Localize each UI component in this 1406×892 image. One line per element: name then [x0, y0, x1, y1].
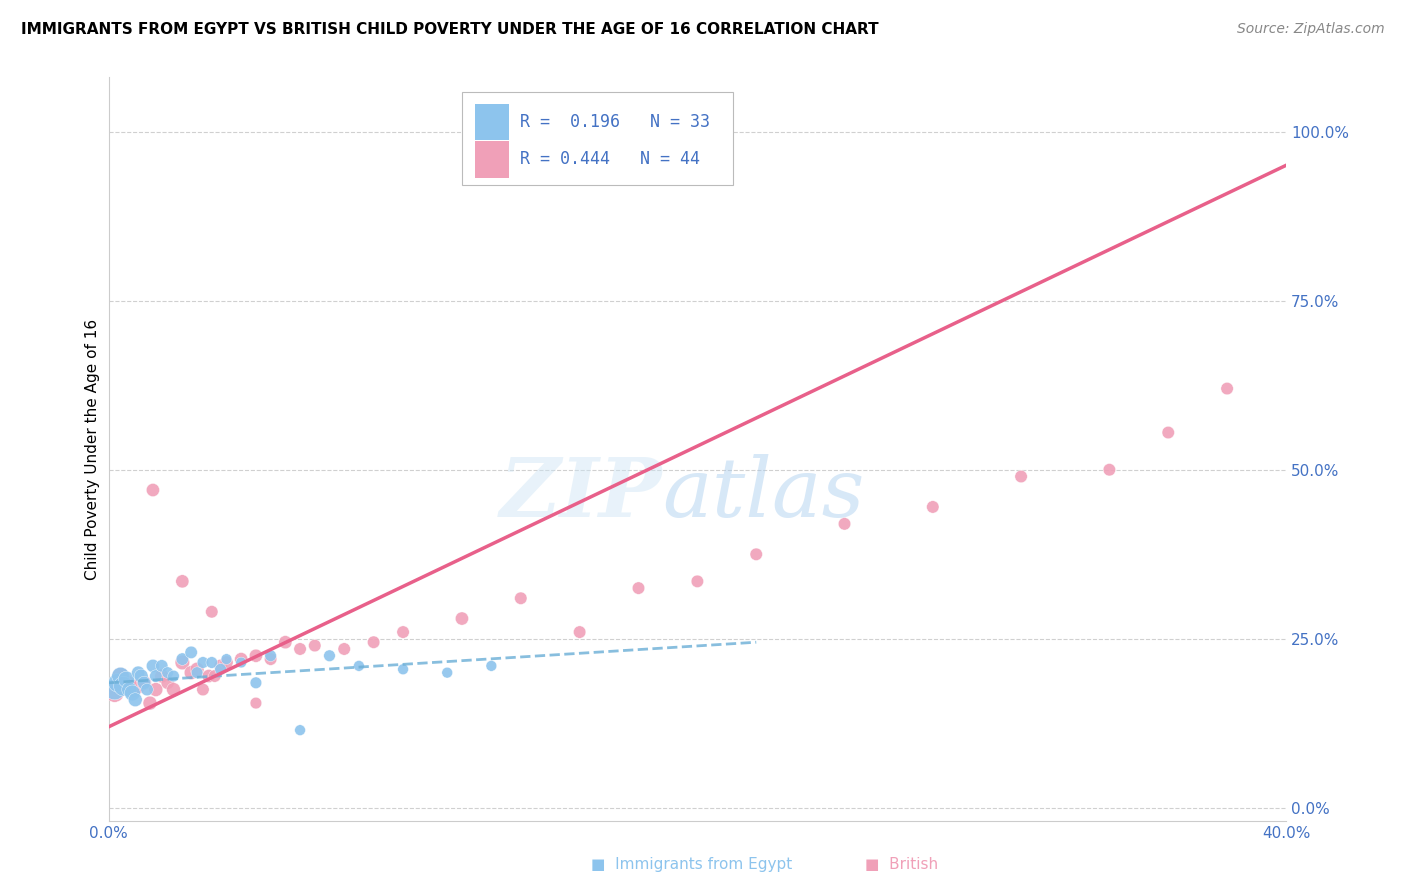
Point: [288, 642, 311, 657]
Text: R =  0.196   N = 33: R = 0.196 N = 33: [520, 113, 710, 131]
Point: [118, 682, 141, 697]
Point: [1216, 382, 1239, 396]
Text: ■  Immigrants from Egypt: ■ Immigrants from Egypt: [591, 857, 792, 872]
Point: [479, 659, 502, 673]
Point: [245, 648, 267, 663]
Point: [686, 574, 709, 589]
Point: [392, 625, 415, 640]
Point: [121, 682, 143, 697]
Point: [201, 656, 224, 670]
Point: [333, 642, 356, 657]
Point: [231, 656, 253, 670]
Point: [142, 483, 165, 497]
Point: [172, 652, 194, 666]
Point: [142, 659, 165, 673]
Point: [245, 696, 267, 710]
Point: [145, 669, 167, 683]
Point: [172, 574, 194, 589]
Text: ■  British: ■ British: [865, 857, 938, 872]
Point: [215, 652, 238, 666]
Point: [191, 656, 214, 670]
Point: [107, 675, 129, 690]
Y-axis label: Child Poverty Under the Age of 16: Child Poverty Under the Age of 16: [86, 318, 100, 580]
Point: [150, 669, 173, 683]
Point: [129, 669, 152, 683]
Point: [215, 656, 238, 670]
Point: [139, 696, 162, 710]
Point: [180, 645, 202, 659]
Point: [274, 635, 297, 649]
Point: [392, 662, 415, 676]
Text: ZIP: ZIP: [499, 454, 662, 534]
Point: [834, 516, 856, 531]
Point: [201, 605, 224, 619]
FancyBboxPatch shape: [463, 92, 733, 186]
Point: [451, 611, 474, 625]
Point: [156, 665, 179, 680]
Point: [162, 669, 184, 683]
Point: [245, 675, 267, 690]
Point: [191, 682, 214, 697]
Point: [347, 659, 370, 673]
Text: Source: ZipAtlas.com: Source: ZipAtlas.com: [1237, 22, 1385, 37]
Point: [1157, 425, 1180, 440]
Text: R = 0.444   N = 44: R = 0.444 N = 44: [520, 150, 700, 169]
Point: [104, 686, 127, 700]
Text: IMMIGRANTS FROM EGYPT VS BRITISH CHILD POVERTY UNDER THE AGE OF 16 CORRELATION C: IMMIGRANTS FROM EGYPT VS BRITISH CHILD P…: [21, 22, 879, 37]
Point: [198, 669, 221, 683]
Point: [172, 656, 194, 670]
Point: [921, 500, 943, 514]
Point: [209, 662, 232, 676]
Point: [132, 675, 155, 690]
Point: [127, 665, 149, 680]
Point: [363, 635, 385, 649]
Point: [121, 686, 143, 700]
FancyBboxPatch shape: [475, 141, 509, 178]
Point: [115, 673, 138, 687]
Point: [156, 675, 179, 690]
Text: atlas: atlas: [662, 454, 865, 534]
Point: [1098, 463, 1121, 477]
Point: [1010, 469, 1032, 483]
Point: [318, 648, 340, 663]
Point: [259, 648, 281, 663]
Point: [110, 669, 132, 683]
Point: [304, 639, 326, 653]
Point: [115, 675, 138, 690]
Point: [110, 669, 132, 683]
Point: [568, 625, 591, 640]
Point: [104, 682, 127, 697]
Point: [136, 682, 159, 697]
Point: [150, 659, 173, 673]
Point: [127, 679, 149, 693]
Point: [259, 652, 281, 666]
Point: [436, 665, 458, 680]
Point: [180, 665, 202, 680]
Point: [124, 692, 146, 706]
Point: [288, 723, 311, 738]
Point: [112, 679, 135, 693]
Point: [509, 591, 531, 606]
Point: [231, 652, 253, 666]
Point: [145, 682, 167, 697]
Point: [186, 665, 208, 680]
Point: [186, 662, 208, 676]
Point: [627, 581, 650, 595]
Point: [209, 659, 232, 673]
Point: [162, 682, 184, 697]
Point: [204, 669, 226, 683]
Point: [132, 675, 155, 690]
FancyBboxPatch shape: [475, 103, 509, 140]
Point: [745, 547, 768, 561]
